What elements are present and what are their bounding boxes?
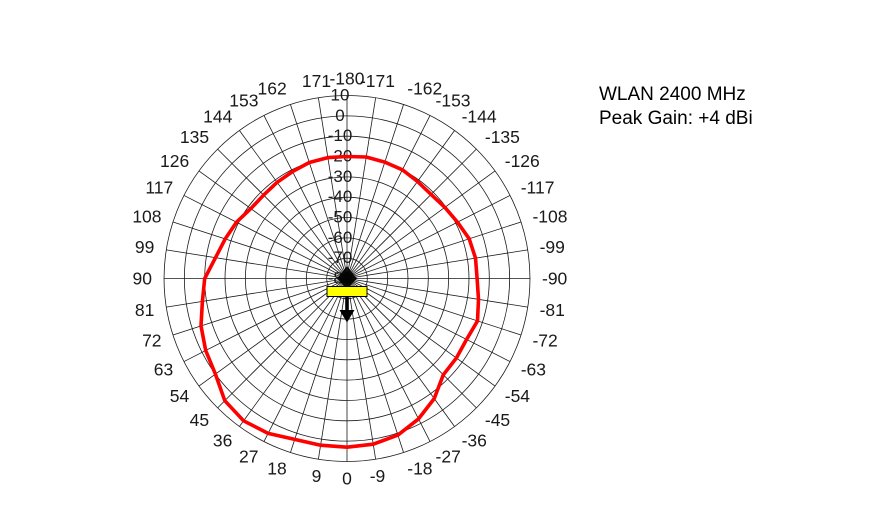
angle-tick-label: -153	[436, 90, 471, 110]
angle-tick-label: -36	[462, 430, 487, 450]
grid-spoke	[239, 130, 348, 279]
grid-spoke	[346, 278, 377, 460]
angle-tick-label: 45	[190, 410, 209, 430]
radiation-pattern-curve	[199, 154, 481, 449]
angle-tick-label: 117	[145, 178, 173, 198]
angle-tick-label: 63	[154, 359, 173, 379]
chart-title-block: WLAN 2400 MHz Peak Gain: +4 dBi	[599, 83, 753, 131]
grid-spoke	[263, 115, 348, 279]
angle-tick-label: 153	[229, 90, 258, 110]
angle-tick-label: -180	[329, 69, 364, 89]
radial-tick-labels: 100-10-20-30-40-50-60-70-80	[328, 86, 353, 288]
angle-tick-label: -90	[542, 269, 568, 289]
antenna-direction-arrow-icon	[339, 296, 355, 323]
angle-tick-label: -171	[360, 71, 395, 91]
grid-spoke	[346, 278, 522, 336]
polar-grid	[163, 95, 531, 462]
grid-spoke	[172, 221, 348, 279]
radial-tick-label: 10	[331, 86, 350, 105]
grid-spoke	[166, 249, 348, 279]
angle-tick-label: 126	[160, 151, 189, 171]
grid-spoke	[183, 195, 348, 279]
grid-spoke	[183, 278, 348, 362]
radial-tick-label: -40	[328, 187, 353, 206]
angle-tick-label: 27	[239, 447, 258, 467]
angle-tick-label: -135	[485, 127, 520, 147]
angle-tick-label: -117	[521, 178, 555, 198]
grid-spoke	[346, 249, 528, 279]
arrow-head	[339, 310, 355, 323]
angle-tick-label: 108	[132, 207, 161, 227]
grid-spoke	[346, 130, 455, 279]
grid-spoke	[263, 278, 348, 442]
angle-tick-label: 162	[258, 78, 287, 98]
angle-tick-label: 18	[267, 459, 286, 479]
grid-spoke	[166, 278, 348, 308]
grid-spoke	[198, 170, 348, 279]
grid-spoke	[346, 278, 477, 409]
grid-spoke	[198, 278, 348, 387]
grid-spoke	[239, 278, 348, 427]
grid-spoke	[317, 97, 348, 279]
angle-tick-label: -144	[462, 107, 497, 127]
grid-spoke	[346, 97, 377, 279]
grid-spoke	[346, 278, 511, 362]
grid-spoke	[346, 170, 496, 279]
angle-tick-label: 0	[342, 469, 352, 489]
angle-tick-label: -108	[532, 207, 567, 227]
grid-spoke	[217, 278, 348, 409]
angle-tick-label: 54	[170, 386, 190, 406]
angle-tick-label: -45	[485, 410, 510, 430]
grid-spoke	[290, 278, 348, 453]
angle-tick-label: 72	[142, 330, 161, 350]
radial-tick-label: -70	[328, 248, 353, 267]
grid-spoke	[346, 195, 511, 279]
arrow-shaft	[345, 296, 349, 311]
grid-spoke	[346, 221, 522, 279]
angle-tick-label: -27	[436, 447, 461, 467]
chart-title-line2: Peak Gain: +4 dBi	[599, 108, 753, 129]
angle-tick-label: -162	[407, 78, 442, 98]
grid-spoke	[290, 104, 348, 279]
angle-tick-label: -18	[407, 459, 432, 479]
grid-spoke	[346, 104, 404, 279]
antenna-element-marker	[326, 286, 368, 297]
radial-tick-label: -50	[328, 208, 353, 227]
angle-tick-label: -9	[370, 466, 386, 486]
angle-tick-label: 90	[133, 269, 153, 289]
grid-spoke	[346, 278, 404, 453]
grid-spoke	[172, 278, 348, 336]
angle-tick-label: 144	[203, 107, 232, 127]
angle-tick-label: -63	[521, 359, 546, 379]
grid-spoke	[346, 278, 455, 427]
radial-tick-label: -30	[328, 167, 353, 186]
angle-tick-label: -99	[540, 237, 565, 257]
grid-spoke	[346, 278, 496, 387]
angle-tick-label: 171	[302, 71, 331, 91]
angle-tick-label: -54	[505, 386, 531, 406]
angle-tick-label: 36	[213, 430, 232, 450]
grid-spoke	[346, 278, 431, 442]
radial-tick-label: 0	[335, 106, 344, 125]
angle-tick-label: -126	[505, 151, 540, 171]
angle-tick-labels: -180-171 -162-153-144-135-126-117-108-99-…	[132, 69, 567, 489]
grid-spoke	[346, 278, 528, 308]
chart-title-line1: WLAN 2400 MHz	[599, 84, 746, 105]
radial-tick-label: -10	[328, 126, 353, 145]
grid-spoke	[346, 148, 477, 279]
angle-tick-label: 81	[135, 300, 154, 320]
grid-spoke	[217, 148, 348, 279]
angle-tick-label: -81	[540, 300, 565, 320]
radial-tick-label: -60	[328, 228, 353, 247]
angle-tick-label: 99	[135, 237, 154, 257]
grid-spoke	[346, 115, 431, 279]
angle-tick-label: -72	[532, 330, 557, 350]
angle-tick-label: 9	[312, 466, 322, 486]
grid-spoke	[317, 278, 348, 460]
center-convergence	[337, 266, 357, 289]
angle-tick-label: 135	[180, 127, 209, 147]
